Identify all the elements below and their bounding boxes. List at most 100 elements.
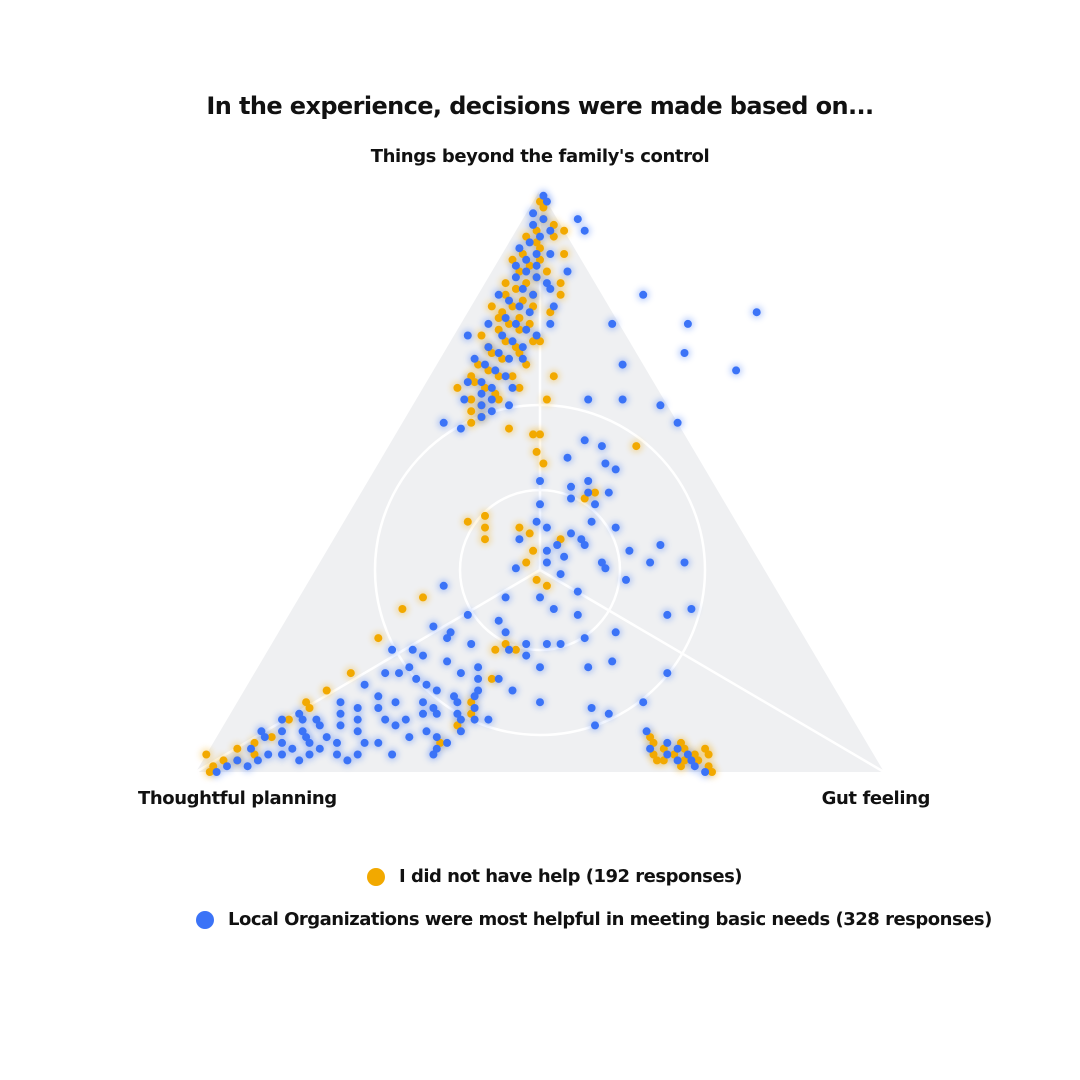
data-point-no-help — [580, 494, 589, 503]
data-point-no-help — [470, 378, 479, 387]
data-point-local-orgs — [395, 669, 403, 678]
data-point-no-help — [487, 302, 496, 311]
data-point-no-help — [708, 768, 716, 776]
data-point-local-orgs — [429, 622, 438, 631]
data-point-local-orgs — [604, 709, 613, 718]
data-point-local-orgs — [522, 255, 531, 264]
data-point-local-orgs — [522, 267, 531, 276]
data-point-no-help — [487, 674, 496, 683]
data-point-local-orgs — [597, 558, 606, 567]
data-point-local-orgs — [474, 663, 483, 672]
data-point-no-help — [532, 226, 541, 235]
data-point-local-orgs — [212, 768, 221, 776]
data-point-local-orgs — [673, 756, 682, 765]
data-point-local-orgs — [333, 738, 341, 747]
data-point-no-help — [515, 523, 524, 532]
data-point-local-orgs — [470, 692, 479, 701]
data-point-local-orgs — [584, 395, 593, 404]
data-point-no-help — [532, 238, 541, 247]
data-point-local-orgs — [622, 575, 630, 584]
data-point-local-orgs — [408, 645, 417, 654]
data-point-no-help — [536, 244, 544, 253]
data-point-no-help — [202, 750, 211, 759]
data-point-local-orgs — [429, 704, 438, 712]
data-point-no-help — [518, 250, 527, 258]
data-point-local-orgs — [456, 669, 465, 678]
data-point-local-orgs — [305, 750, 314, 759]
data-point-local-orgs — [591, 721, 599, 730]
data-point-local-orgs — [584, 663, 593, 672]
data-point-local-orgs — [443, 634, 452, 643]
data-point-no-help — [680, 744, 689, 753]
data-point-local-orgs — [422, 680, 431, 689]
data-point-no-help — [322, 686, 331, 695]
data-point-local-orgs — [646, 744, 655, 753]
data-point-local-orgs — [567, 482, 575, 491]
data-point-no-help — [487, 349, 496, 357]
data-point-local-orgs — [611, 628, 620, 637]
data-point-no-help — [501, 640, 510, 648]
data-point-no-help — [556, 279, 565, 288]
data-point-no-help — [532, 447, 541, 456]
data-point-local-orgs — [412, 674, 421, 683]
data-point-no-help — [436, 738, 445, 747]
data-point-local-orgs — [549, 302, 558, 311]
data-point-no-help — [515, 267, 524, 276]
data-point-no-help — [467, 418, 476, 427]
data-point-local-orgs — [477, 389, 486, 398]
data-point-local-orgs — [687, 756, 696, 765]
data-point-local-orgs — [505, 296, 513, 305]
data-point-local-orgs — [591, 500, 599, 509]
data-point-local-orgs — [618, 395, 627, 404]
data-point-no-help — [284, 715, 293, 724]
data-point-local-orgs — [501, 372, 510, 381]
data-point-local-orgs — [501, 314, 510, 322]
data-point-no-help — [649, 738, 658, 747]
data-point-local-orgs — [477, 413, 486, 421]
data-point-local-orgs — [315, 744, 324, 753]
data-point-local-orgs — [508, 686, 517, 695]
data-point-local-orgs — [663, 669, 672, 678]
data-point-local-orgs — [463, 378, 472, 387]
data-point-local-orgs — [450, 692, 458, 701]
data-point-no-help — [494, 372, 503, 381]
data-point-local-orgs — [312, 715, 321, 724]
legend-item-no-help[interactable]: I did not have help (192 responses) — [367, 866, 743, 887]
data-point-no-help — [346, 669, 355, 678]
data-point-local-orgs — [298, 727, 307, 736]
data-point-no-help — [501, 290, 510, 299]
data-point-no-help — [522, 232, 531, 241]
data-point-local-orgs — [432, 709, 441, 718]
legend-label-local-orgs: Local Organizations were most helpful in… — [228, 909, 992, 930]
data-point-local-orgs — [542, 197, 551, 206]
data-point-local-orgs — [556, 570, 565, 579]
data-point-local-orgs — [405, 733, 414, 742]
data-point-local-orgs — [536, 663, 544, 672]
data-point-no-help — [467, 698, 476, 707]
data-point-local-orgs — [247, 744, 255, 753]
data-point-local-orgs — [374, 692, 383, 701]
data-point-no-help — [398, 605, 407, 613]
data-point-local-orgs — [518, 284, 527, 293]
data-point-no-help — [542, 267, 551, 276]
data-point-local-orgs — [322, 733, 331, 742]
data-point-local-orgs — [443, 657, 452, 666]
data-point-local-orgs — [474, 686, 483, 695]
data-point-local-orgs — [542, 279, 551, 288]
data-point-local-orgs — [460, 395, 469, 404]
data-point-local-orgs — [278, 738, 286, 747]
data-point-local-orgs — [477, 378, 486, 387]
data-point-no-help — [515, 383, 524, 392]
data-point-no-help — [467, 407, 476, 416]
data-point-no-help — [539, 203, 548, 212]
data-point-no-help — [491, 389, 500, 398]
data-point-local-orgs — [298, 715, 307, 724]
legend-item-local-orgs[interactable]: Local Organizations were most helpful in… — [196, 909, 992, 930]
data-point-local-orgs — [315, 721, 324, 730]
data-point-no-help — [560, 226, 569, 235]
data-point-local-orgs — [563, 267, 572, 276]
data-point-local-orgs — [446, 628, 455, 637]
data-point-no-help — [501, 279, 510, 288]
data-point-local-orgs — [505, 401, 513, 410]
data-point-no-help — [511, 343, 520, 352]
